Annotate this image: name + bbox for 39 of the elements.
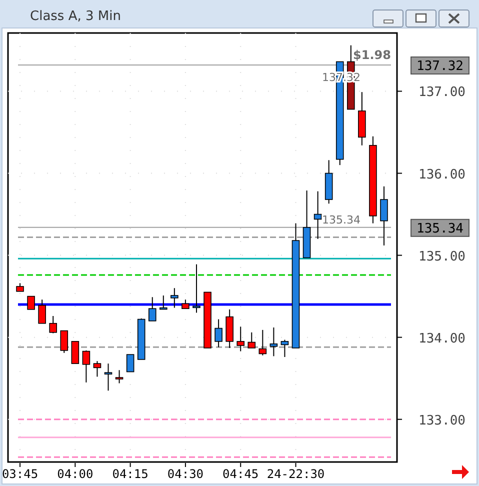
candlestick <box>82 350 90 383</box>
x-tick-label: 03:45 <box>2 467 38 481</box>
candlestick <box>159 294 168 310</box>
candlestick <box>49 315 58 334</box>
candlestick <box>380 186 388 246</box>
y-tick-label: 134.00 <box>418 331 466 346</box>
candlestick <box>60 330 68 354</box>
y-tick-label: 133.00 <box>418 413 466 428</box>
y-tick-label: 135.00 <box>418 249 466 264</box>
y-tick-label: 137.00 <box>418 85 466 100</box>
x-tick-label: 04:15 <box>112 467 148 481</box>
x-tick-label: 04:30 <box>167 467 204 481</box>
annotation: 135.34 <box>322 213 360 226</box>
ref-line-label: 137.32 <box>416 58 464 74</box>
candlestick <box>214 318 222 348</box>
y-tick-label: 136.00 <box>418 167 466 182</box>
x-tick-label: 04:00 <box>57 467 94 481</box>
candlestick <box>148 296 156 322</box>
candlestick <box>38 299 46 324</box>
candlestick <box>236 326 245 352</box>
ref-line-label: 135.34 <box>416 221 464 236</box>
candlestick <box>192 264 200 314</box>
candlestick <box>93 360 102 378</box>
x-tick-label: 04:45 <box>222 467 259 481</box>
candlestick <box>270 326 278 357</box>
candlestick <box>115 370 124 384</box>
candlestick <box>126 354 134 372</box>
candlestick <box>104 363 112 392</box>
candlestick <box>248 332 256 348</box>
annotation: $1.98 <box>353 48 391 62</box>
candlestick <box>170 288 178 308</box>
candlestick <box>71 341 80 364</box>
candlestick <box>314 190 322 240</box>
candlestick <box>280 339 289 358</box>
x-tick-label: 24-22:30 <box>266 467 325 481</box>
candlestick <box>27 296 35 310</box>
candlestick <box>182 299 190 310</box>
chart-title: Class A, 3 Min <box>30 9 121 24</box>
candlestick <box>258 329 267 356</box>
